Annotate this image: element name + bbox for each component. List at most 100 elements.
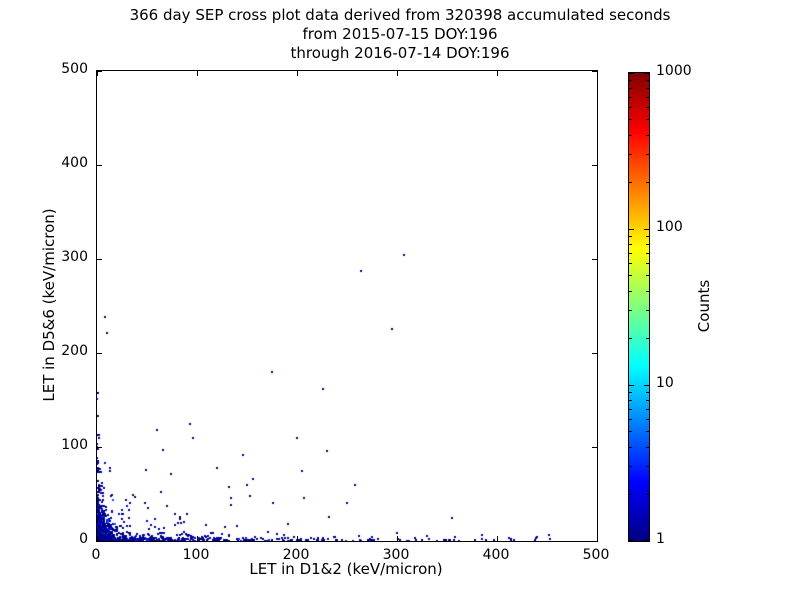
colorbar-minor-tick-right bbox=[646, 243, 649, 245]
x-tick-mark-top bbox=[196, 71, 198, 76]
y-tick-mark-right bbox=[592, 446, 597, 448]
x-tick-mark bbox=[196, 536, 198, 541]
colorbar-minor-tick-right bbox=[646, 337, 649, 339]
colorbar-minor-tick bbox=[629, 252, 632, 254]
colorbar-tick-mark-right bbox=[644, 540, 649, 541]
colorbar-minor-tick-right bbox=[646, 107, 649, 109]
y-tick-label: 500 bbox=[61, 61, 88, 77]
colorbar-minor-tick-right bbox=[646, 235, 649, 237]
colorbar-minor-tick bbox=[629, 290, 632, 292]
x-tick-label: 100 bbox=[182, 547, 210, 563]
x-tick-mark-top bbox=[96, 71, 98, 76]
colorbar-tick-mark bbox=[629, 228, 634, 230]
y-tick-mark bbox=[97, 352, 102, 354]
colorbar-minor-tick-right bbox=[646, 96, 649, 98]
colorbar-minor-tick-right bbox=[646, 408, 649, 410]
colorbar-minor-tick bbox=[629, 337, 632, 339]
colorbar-minor-tick-right bbox=[646, 419, 649, 421]
title-line-3: through 2016-07-14 DOY:196 bbox=[290, 44, 510, 62]
x-tick-mark bbox=[96, 536, 98, 541]
colorbar-minor-tick bbox=[629, 134, 632, 136]
y-tick-label: 300 bbox=[61, 249, 88, 265]
y-tick-label: 100 bbox=[61, 437, 88, 453]
x-tick-mark bbox=[496, 536, 498, 541]
x-tick-mark-top bbox=[396, 71, 398, 76]
colorbar-minor-tick bbox=[629, 391, 632, 393]
colorbar-minor-tick-right bbox=[646, 310, 649, 312]
colorbar-minor-tick-right bbox=[646, 446, 649, 448]
x-tick-label: 500 bbox=[582, 547, 610, 563]
title-line-2: from 2015-07-15 DOY:196 bbox=[302, 25, 498, 43]
colorbar-tick-label: 1000 bbox=[656, 63, 692, 79]
x-tick-mark-top bbox=[496, 71, 498, 76]
colorbar-tick-mark bbox=[629, 540, 634, 541]
y-tick-label: 0 bbox=[79, 531, 88, 547]
colorbar-minor-tick-right bbox=[646, 119, 649, 121]
colorbar-minor-tick bbox=[629, 275, 632, 277]
x-tick-mark bbox=[596, 536, 598, 541]
colorbar-minor-tick bbox=[629, 154, 632, 156]
colorbar-tick-mark-right bbox=[644, 73, 649, 74]
colorbar-minor-tick-right bbox=[646, 290, 649, 292]
y-tick-label: 200 bbox=[61, 343, 88, 359]
y-tick-mark-right bbox=[592, 258, 597, 260]
colorbar-tick-mark-right bbox=[644, 228, 649, 230]
colorbar-minor-tick bbox=[629, 235, 632, 237]
colorbar-minor-tick-right bbox=[646, 134, 649, 136]
colorbar-minor-tick bbox=[629, 96, 632, 98]
colorbar-minor-tick bbox=[629, 181, 632, 183]
plot-area bbox=[96, 70, 598, 542]
colorbar-minor-tick bbox=[629, 431, 632, 433]
colorbar-minor-tick bbox=[629, 466, 632, 468]
colorbar-minor-tick-right bbox=[646, 466, 649, 468]
colorbar-minor-tick-right bbox=[646, 391, 649, 393]
colorbar-minor-tick-right bbox=[646, 263, 649, 265]
colorbar-tick-label: 100 bbox=[656, 219, 683, 235]
colorbar-minor-tick bbox=[629, 243, 632, 245]
colorbar bbox=[628, 72, 650, 542]
colorbar-label: Counts bbox=[695, 279, 713, 333]
colorbar-minor-tick bbox=[629, 419, 632, 421]
colorbar-tick-mark-right bbox=[644, 384, 649, 386]
colorbar-minor-tick-right bbox=[646, 181, 649, 183]
x-axis-label: LET in D1&2 (keV/micron) bbox=[249, 560, 443, 578]
colorbar-minor-tick-right bbox=[646, 275, 649, 277]
y-tick-mark bbox=[97, 258, 102, 260]
x-tick-label: 300 bbox=[382, 547, 410, 563]
y-tick-mark-right bbox=[592, 164, 597, 166]
colorbar-minor-tick bbox=[629, 408, 632, 410]
colorbar-minor-tick-right bbox=[646, 154, 649, 156]
colorbar-minor-tick bbox=[629, 119, 632, 121]
y-tick-mark-right bbox=[592, 352, 597, 354]
y-tick-mark bbox=[97, 164, 102, 166]
colorbar-tick-label: 1 bbox=[656, 531, 665, 547]
colorbar-minor-tick-right bbox=[646, 399, 649, 401]
x-tick-label: 200 bbox=[282, 547, 310, 563]
colorbar-minor-tick bbox=[629, 87, 632, 89]
colorbar-minor-tick bbox=[629, 493, 632, 495]
y-tick-label: 400 bbox=[61, 155, 88, 171]
x-tick-label: 0 bbox=[91, 547, 101, 563]
colorbar-minor-tick-right bbox=[646, 79, 649, 81]
colorbar-tick-label: 10 bbox=[656, 375, 674, 391]
colorbar-minor-tick bbox=[629, 310, 632, 312]
x-tick-mark bbox=[396, 536, 398, 541]
colorbar-minor-tick bbox=[629, 263, 632, 265]
colorbar-minor-tick-right bbox=[646, 87, 649, 89]
colorbar-tick-mark bbox=[629, 73, 634, 74]
y-tick-mark bbox=[97, 70, 102, 72]
colorbar-minor-tick-right bbox=[646, 431, 649, 433]
colorbar-minor-tick bbox=[629, 79, 632, 81]
x-tick-label: 400 bbox=[482, 547, 510, 563]
colorbar-minor-tick-right bbox=[646, 493, 649, 495]
y-axis-label: LET in D5&6 (keV/micron) bbox=[40, 208, 58, 402]
scatter-canvas bbox=[97, 71, 597, 541]
colorbar-minor-tick bbox=[629, 446, 632, 448]
y-tick-mark bbox=[97, 446, 102, 448]
colorbar-tick-mark bbox=[629, 384, 634, 386]
title-line-1: 366 day SEP cross plot data derived from… bbox=[129, 6, 671, 24]
x-tick-mark-top bbox=[596, 71, 598, 76]
chart-title: 366 day SEP cross plot data derived from… bbox=[0, 6, 800, 63]
colorbar-minor-tick bbox=[629, 399, 632, 401]
